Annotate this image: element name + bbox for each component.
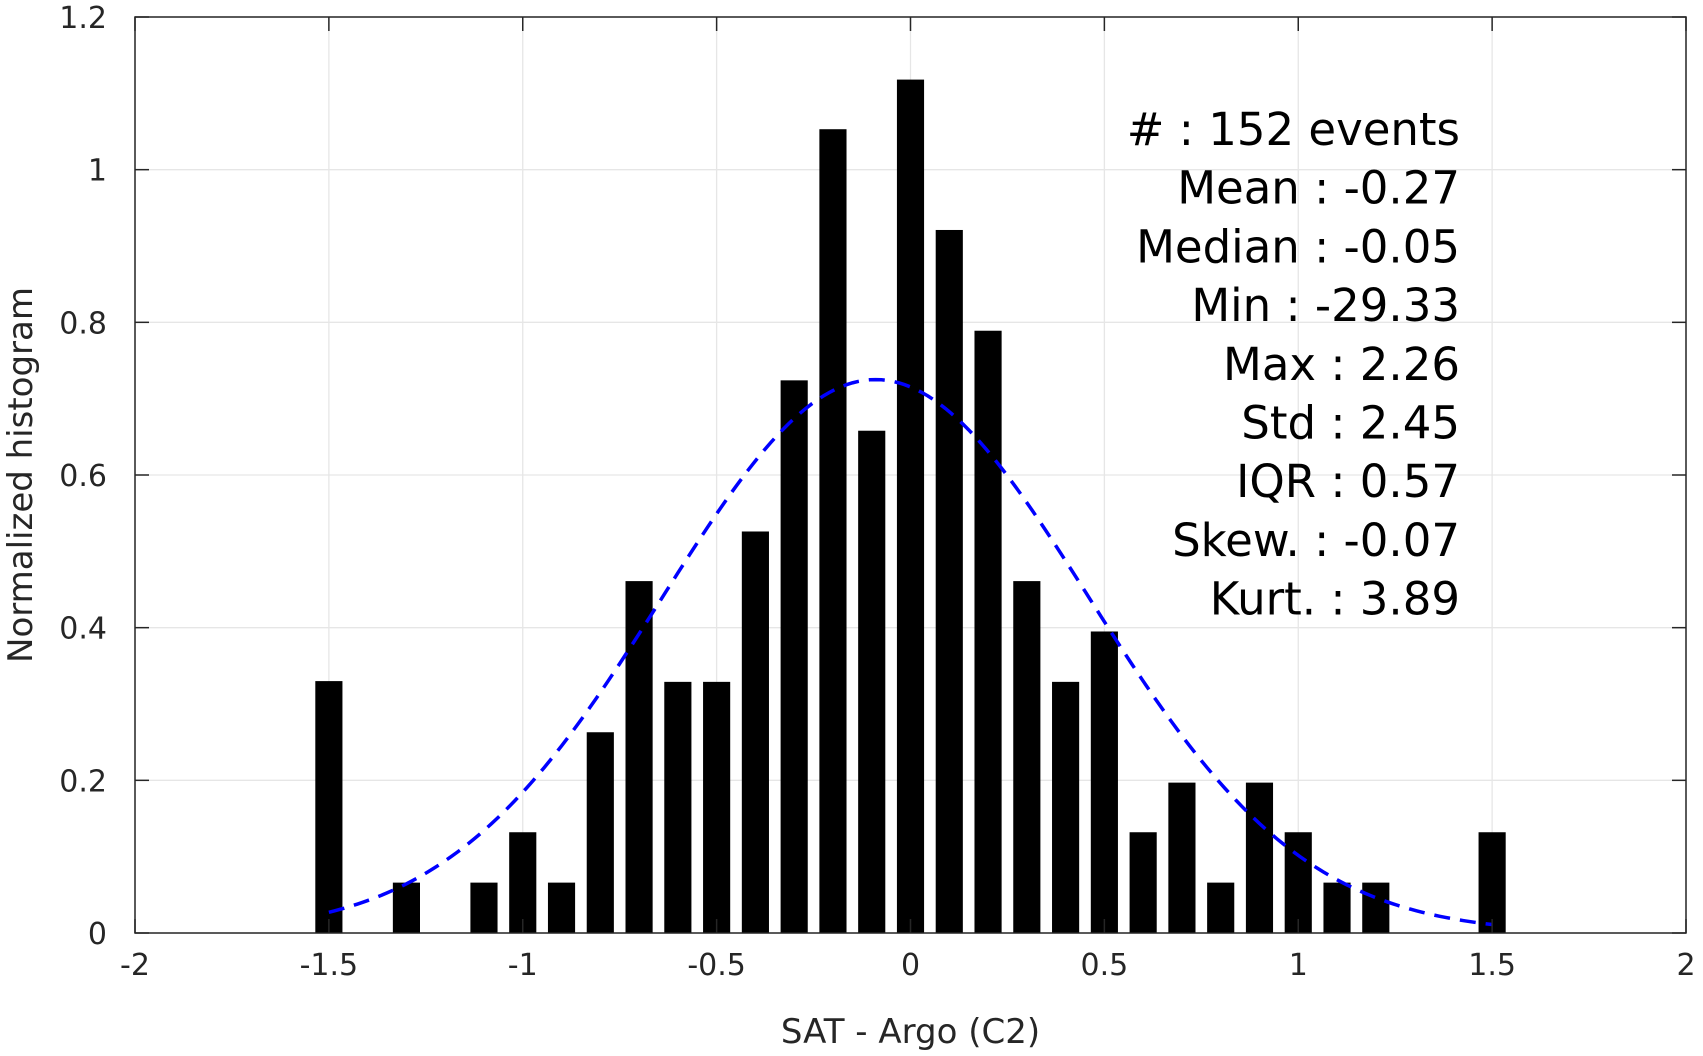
axis-ticks (134, 16, 1687, 934)
histogram-bar (664, 681, 692, 933)
histogram-bar (935, 229, 963, 934)
histogram-bar (858, 430, 886, 933)
x-tick-labels: -2 -1.5 -1 -0.5 0 0.5 1 1.5 2 (120, 948, 1696, 983)
x-tick-label: 1.5 (1468, 948, 1516, 983)
y-tick-label: 1.2 (59, 1, 107, 36)
x-tick-label: -0.5 (687, 948, 746, 983)
y-tick-label: 0.8 (59, 306, 107, 341)
stats-line: # : 152 events (1127, 103, 1460, 156)
histogram-bar (780, 380, 808, 933)
histogram-bar (392, 882, 420, 933)
histogram-bar (1245, 782, 1274, 933)
histogram-bar (547, 882, 576, 933)
histogram-bar (1013, 581, 1041, 933)
histogram-bar (1362, 882, 1390, 933)
y-tick-label: 0.2 (59, 764, 107, 799)
y-tick-label: 0 (88, 917, 107, 952)
histogram-bar (625, 581, 653, 933)
stats-line: Max : 2.26 (1223, 338, 1460, 391)
y-tick-label: 0.4 (59, 612, 107, 647)
histogram-bar (703, 681, 731, 933)
stats-line: Min : -29.33 (1191, 279, 1460, 332)
stats-line: IQR : 0.57 (1236, 455, 1460, 508)
y-tick-labels: 0 0.2 0.4 0.6 0.8 1 1.2 (59, 1, 107, 952)
x-tick-label: 1 (1289, 948, 1308, 983)
histogram-bar (509, 832, 537, 933)
histogram-bar (741, 531, 769, 933)
normal-fit-curve (328, 377, 1493, 927)
x-tick-label: 2 (1676, 948, 1695, 983)
stats-line: Median : -0.05 (1136, 220, 1460, 273)
histogram-bar (974, 330, 1002, 934)
x-tick-label: -1 (508, 948, 538, 983)
histogram-bars (315, 79, 1506, 934)
histogram-bar (470, 882, 498, 933)
stats-line: Mean : -0.27 (1177, 162, 1460, 215)
x-tick-label: -1.5 (300, 948, 359, 983)
histogram-bar (1090, 631, 1118, 933)
histogram-bar (1129, 832, 1157, 933)
x-tick-label: 0 (901, 948, 920, 983)
histogram-bar (1207, 882, 1235, 933)
x-tick-label: -2 (120, 948, 150, 983)
histogram-bar (819, 129, 847, 933)
y-tick-label: 0.6 (59, 459, 107, 494)
histogram-bar (1323, 882, 1351, 933)
x-axis-label: SAT - Argo (C2) (781, 1012, 1040, 1052)
histogram-bar (586, 732, 614, 933)
y-tick-label: 1 (88, 154, 107, 189)
stats-line: Kurt. : 3.89 (1210, 573, 1460, 626)
histogram-bar (1284, 832, 1312, 933)
y-axis-label: Normalized histogram (1, 287, 41, 663)
histogram-bar (1052, 681, 1080, 933)
stats-line: Std : 2.45 (1241, 397, 1460, 450)
histogram-bar (1478, 832, 1506, 933)
histogram-bar (1168, 782, 1196, 933)
x-tick-label: 0.5 (1081, 948, 1129, 983)
stats-line: Skew. : -0.07 (1172, 514, 1460, 567)
histogram-bar (315, 681, 343, 933)
histogram-bar (896, 79, 925, 934)
